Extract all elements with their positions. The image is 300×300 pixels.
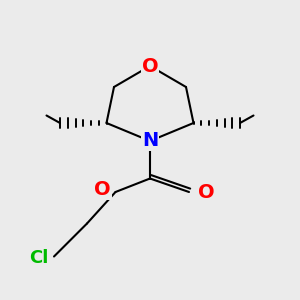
Text: O: O [94,180,111,199]
Text: Cl: Cl [29,249,49,267]
Text: N: N [142,131,158,151]
Text: O: O [198,182,214,202]
Text: O: O [142,56,158,76]
